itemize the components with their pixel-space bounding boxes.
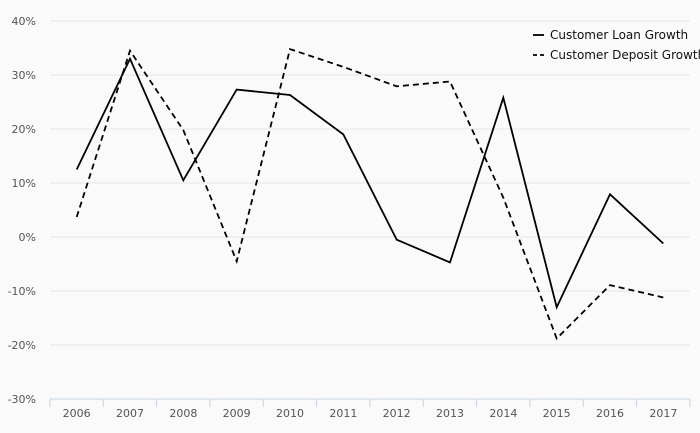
series-line-0 bbox=[75, 56, 664, 310]
x-tick-label: 2013 bbox=[436, 407, 464, 420]
gridlines bbox=[50, 20, 690, 346]
x-tick-label: 2014 bbox=[489, 407, 517, 420]
x-tick-label: 2006 bbox=[63, 407, 91, 420]
y-tick-label: 0% bbox=[19, 231, 36, 244]
legend-label: Customer Deposit Growth bbox=[550, 48, 700, 62]
x-tick-label: 2012 bbox=[383, 407, 411, 420]
x-axis: 2006 2007 2008 2009 2010 2011 2012 2013 2014 2015… bbox=[49, 398, 691, 420]
y-tick-label: 40% bbox=[12, 15, 36, 28]
legend: Customer Loan Growth Customer Deposit Gro… bbox=[533, 28, 700, 62]
y-tick-label: 10% bbox=[12, 177, 36, 190]
y-tick-label: -30% bbox=[8, 393, 36, 406]
x-tick-label: 2010 bbox=[276, 407, 304, 420]
x-tick-label: 2007 bbox=[116, 407, 144, 420]
x-tick-label: 2011 bbox=[329, 407, 357, 420]
series-line-1 bbox=[75, 47, 664, 341]
x-tick-label: 2016 bbox=[596, 407, 624, 420]
y-tick-label: 20% bbox=[12, 123, 36, 136]
legend-label: Customer Loan Growth bbox=[550, 28, 688, 42]
x-tick-label: 2017 bbox=[649, 407, 677, 420]
x-tick-label: 2009 bbox=[223, 407, 251, 420]
y-axis: -30% -20% -10% 0% 10% 20% 30% 40% bbox=[8, 15, 36, 406]
x-tick-label: 2008 bbox=[169, 407, 197, 420]
y-tick-label: 30% bbox=[12, 69, 36, 82]
x-tick-label: 2015 bbox=[543, 407, 571, 420]
y-tick-label: -10% bbox=[8, 285, 36, 298]
y-tick-label: -20% bbox=[8, 339, 36, 352]
series-lines bbox=[75, 47, 664, 341]
